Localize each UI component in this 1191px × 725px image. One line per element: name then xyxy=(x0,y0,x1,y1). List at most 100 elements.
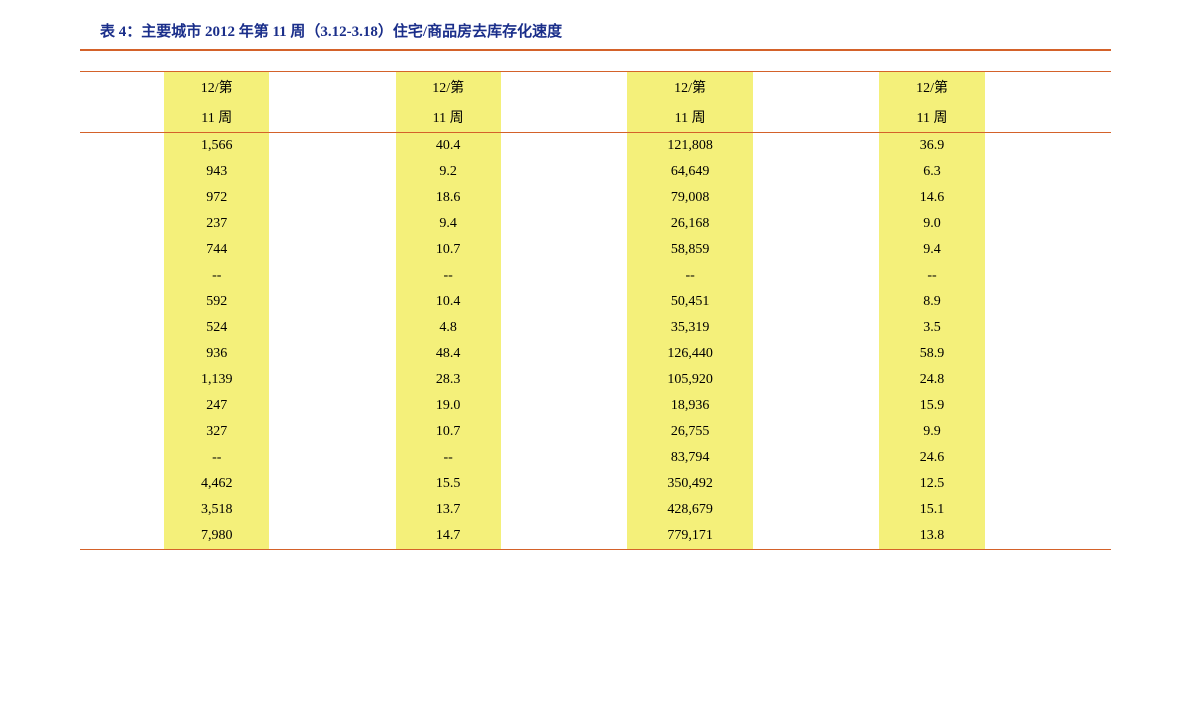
data-cell: 50,451 xyxy=(627,289,753,315)
table-row: 1,56640.4121,80836.9 xyxy=(80,133,1111,160)
data-cell: 64,649 xyxy=(627,159,753,185)
spacer-cell xyxy=(753,445,879,471)
spacer-cell xyxy=(269,133,395,160)
data-cell: 24.6 xyxy=(879,445,984,471)
spacer-cell xyxy=(985,133,1111,160)
spacer-cell xyxy=(985,367,1111,393)
table-row: 3,51813.7428,67915.1 xyxy=(80,497,1111,523)
inventory-table: 12/第 12/第 12/第 12/第 11 周 11 周 11 周 11 周 … xyxy=(80,71,1111,550)
spacer-cell xyxy=(269,523,395,550)
spacer-cell xyxy=(753,133,879,160)
table-title: 表 4：主要城市 2012 年第 11 周（3.12-3.18）住宅/商品房去库… xyxy=(80,20,1111,41)
data-cell: 15.5 xyxy=(396,471,501,497)
data-cell: 15.9 xyxy=(879,393,984,419)
header-c1-line2: 11 周 xyxy=(164,102,269,133)
table-row: 74410.758,8599.4 xyxy=(80,237,1111,263)
data-cell: 247 xyxy=(164,393,269,419)
header-spacer xyxy=(269,102,395,133)
data-cell: 9.4 xyxy=(396,211,501,237)
spacer-cell xyxy=(501,159,627,185)
spacer-cell xyxy=(501,289,627,315)
data-cell: 79,008 xyxy=(627,185,753,211)
table-row: 93648.4126,44058.9 xyxy=(80,341,1111,367)
data-cell: 36.9 xyxy=(879,133,984,160)
header-spacer xyxy=(753,72,879,103)
table-header: 12/第 12/第 12/第 12/第 11 周 11 周 11 周 11 周 xyxy=(80,72,1111,133)
spacer-cell xyxy=(753,185,879,211)
data-cell: 350,492 xyxy=(627,471,753,497)
spacer-cell xyxy=(501,523,627,550)
spacer-cell xyxy=(985,471,1111,497)
spacer-cell xyxy=(985,341,1111,367)
header-spacer xyxy=(985,72,1111,103)
header-spacer xyxy=(80,72,164,103)
spacer-cell xyxy=(753,419,879,445)
spacer-cell xyxy=(501,185,627,211)
table-row: 7,98014.7779,17113.8 xyxy=(80,523,1111,550)
data-cell: 28.3 xyxy=(396,367,501,393)
data-cell: 1,139 xyxy=(164,367,269,393)
table-row: 4,46215.5350,49212.5 xyxy=(80,471,1111,497)
spacer-cell xyxy=(501,263,627,289)
spacer-cell xyxy=(753,367,879,393)
header-spacer xyxy=(80,102,164,133)
spacer-cell xyxy=(269,393,395,419)
spacer-cell xyxy=(269,497,395,523)
data-cell: 943 xyxy=(164,159,269,185)
data-cell: 744 xyxy=(164,237,269,263)
data-cell: 9.9 xyxy=(879,419,984,445)
data-cell: 13.8 xyxy=(879,523,984,550)
data-cell: 58,859 xyxy=(627,237,753,263)
spacer-cell xyxy=(753,237,879,263)
spacer-cell xyxy=(269,341,395,367)
table-row: 32710.726,7559.9 xyxy=(80,419,1111,445)
spacer-cell xyxy=(985,497,1111,523)
spacer-cell xyxy=(80,471,164,497)
spacer-cell xyxy=(269,471,395,497)
table-row: 2379.426,1689.0 xyxy=(80,211,1111,237)
spacer-cell xyxy=(80,419,164,445)
spacer-cell xyxy=(269,445,395,471)
data-cell: 10.4 xyxy=(396,289,501,315)
spacer-cell xyxy=(501,133,627,160)
spacer-cell xyxy=(269,185,395,211)
spacer-cell xyxy=(985,185,1111,211)
spacer-cell xyxy=(501,497,627,523)
data-cell: 48.4 xyxy=(396,341,501,367)
spacer-cell xyxy=(501,237,627,263)
header-c2-line2: 11 周 xyxy=(396,102,501,133)
table-row: 1,13928.3105,92024.8 xyxy=(80,367,1111,393)
data-cell: 428,679 xyxy=(627,497,753,523)
spacer-cell xyxy=(985,237,1111,263)
spacer-cell xyxy=(753,315,879,341)
spacer-cell xyxy=(753,289,879,315)
data-cell: 18,936 xyxy=(627,393,753,419)
spacer-cell xyxy=(753,497,879,523)
spacer-cell xyxy=(80,263,164,289)
spacer-cell xyxy=(501,471,627,497)
spacer-cell xyxy=(80,315,164,341)
spacer-cell xyxy=(501,445,627,471)
spacer-cell xyxy=(753,211,879,237)
spacer-cell xyxy=(269,367,395,393)
spacer-cell xyxy=(753,263,879,289)
data-cell: 7,980 xyxy=(164,523,269,550)
spacer-cell xyxy=(501,315,627,341)
header-row-2: 11 周 11 周 11 周 11 周 xyxy=(80,102,1111,133)
spacer-cell xyxy=(269,289,395,315)
spacer-cell xyxy=(80,211,164,237)
header-spacer xyxy=(269,72,395,103)
spacer-cell xyxy=(269,237,395,263)
spacer-cell xyxy=(269,263,395,289)
data-cell: 10.7 xyxy=(396,419,501,445)
table-row: ----83,79424.6 xyxy=(80,445,1111,471)
data-cell: 18.6 xyxy=(396,185,501,211)
data-cell: 4.8 xyxy=(396,315,501,341)
spacer-cell xyxy=(501,367,627,393)
spacer-cell xyxy=(985,393,1111,419)
header-c1-line1: 12/第 xyxy=(164,72,269,103)
data-cell: 4,462 xyxy=(164,471,269,497)
spacer-cell xyxy=(80,133,164,160)
spacer-cell xyxy=(80,289,164,315)
data-cell: 237 xyxy=(164,211,269,237)
